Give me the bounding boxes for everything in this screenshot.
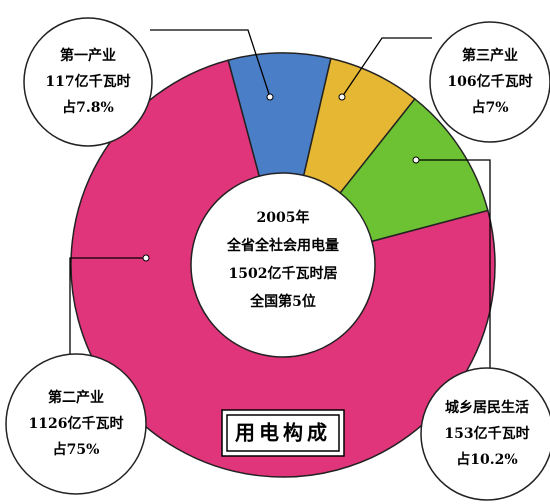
share-label: 占10.2% [456, 451, 517, 468]
leader-dot [412, 156, 420, 164]
center-text: 全国第5位 [249, 293, 316, 310]
value-label: 153亿千瓦时 [444, 425, 529, 442]
value-label: 117亿千瓦时 [45, 73, 130, 90]
chart-title: 用电构成 [235, 421, 331, 445]
value-label: 106亿千瓦时 [447, 73, 532, 90]
leader-dot [338, 93, 346, 101]
value-label: 1126亿千瓦时 [29, 415, 124, 432]
share-label: 占75% [53, 441, 100, 458]
title-box-inner [226, 414, 340, 452]
center-text: 2005年 [257, 209, 310, 226]
leader-dot [266, 93, 274, 101]
category-label: 第二产业 [48, 389, 104, 406]
category-label: 第三产业 [462, 47, 518, 64]
callout-circle [420, 367, 550, 501]
center-text: 全省全社会用电量 [226, 237, 339, 254]
callout-circle [429, 21, 550, 143]
leader-line [416, 159, 491, 368]
leader-line [69, 257, 146, 354]
callout-circle [5, 353, 147, 495]
leader-line [341, 37, 432, 98]
category-label: 城乡居民生活 [445, 399, 529, 416]
category-label: 第一产业 [60, 47, 116, 64]
center-text: 1502亿千瓦时居 [229, 265, 338, 282]
share-label: 占7.8% [62, 99, 114, 116]
callout-circle [23, 17, 153, 147]
leader-line [150, 29, 271, 98]
share-label: 占7% [471, 99, 508, 116]
leader-dot [142, 254, 150, 262]
donut: 2005年全省全社会用电量1502亿千瓦时居全国第5位第一产业117亿千瓦时占7… [5, 17, 550, 501]
